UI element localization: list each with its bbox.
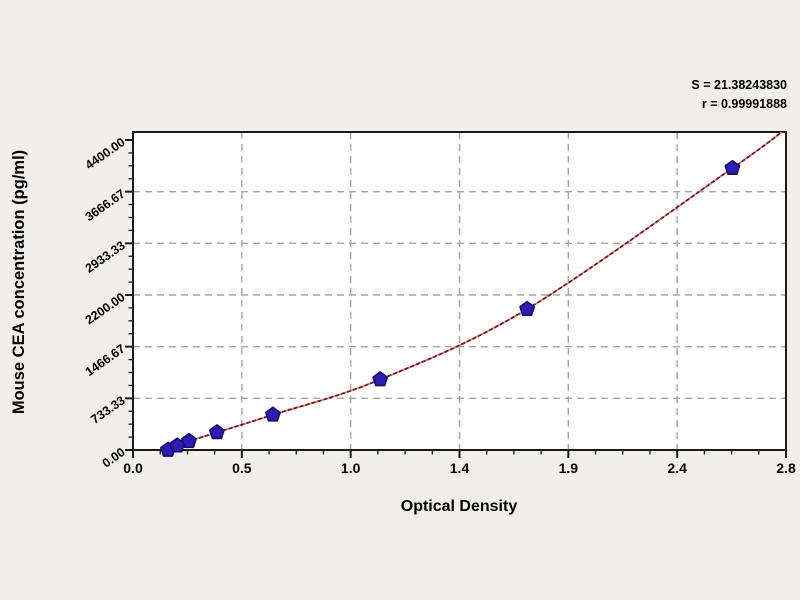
data-point-marker xyxy=(209,424,225,440)
y-tick-label: 4400.00 xyxy=(83,135,128,172)
chart-plot-area: 0.0 0.5 1.0 1.4 1.9 2.4 2.80.00733.331466.6722… xyxy=(83,131,796,476)
x-tick-label: 0.0 xyxy=(123,460,143,476)
data-point-marker xyxy=(724,159,741,175)
data-point-marker xyxy=(181,432,197,449)
data-point-marker xyxy=(519,300,536,316)
y-tick-label: 1466.67 xyxy=(83,342,128,379)
x-tick-label: 2.8 xyxy=(776,460,796,476)
y-tick-label: 3666.67 xyxy=(83,187,128,224)
y-tick-label: 2933.33 xyxy=(83,238,128,275)
x-tick-label: 0.5 xyxy=(232,460,252,476)
y-axis-title: Mouse CEA concentration (pg/ml) xyxy=(10,150,28,414)
x-tick-label: 1.4 xyxy=(450,460,470,476)
y-tick-label: 2200.00 xyxy=(83,290,128,327)
y-tick-label: 733.33 xyxy=(88,393,127,426)
fit-correlation-label: r = 0.99991888 xyxy=(702,97,787,111)
x-tick-label: 1.0 xyxy=(341,460,361,476)
data-point-marker xyxy=(372,371,389,387)
data-point-marker xyxy=(265,406,281,422)
fit-stderr-label: S = 21.38243830 xyxy=(691,78,787,92)
x-tick-label: 2.4 xyxy=(667,460,687,476)
x-axis-title: Optical Density xyxy=(401,498,518,515)
x-tick-label: 1.9 xyxy=(559,460,579,476)
